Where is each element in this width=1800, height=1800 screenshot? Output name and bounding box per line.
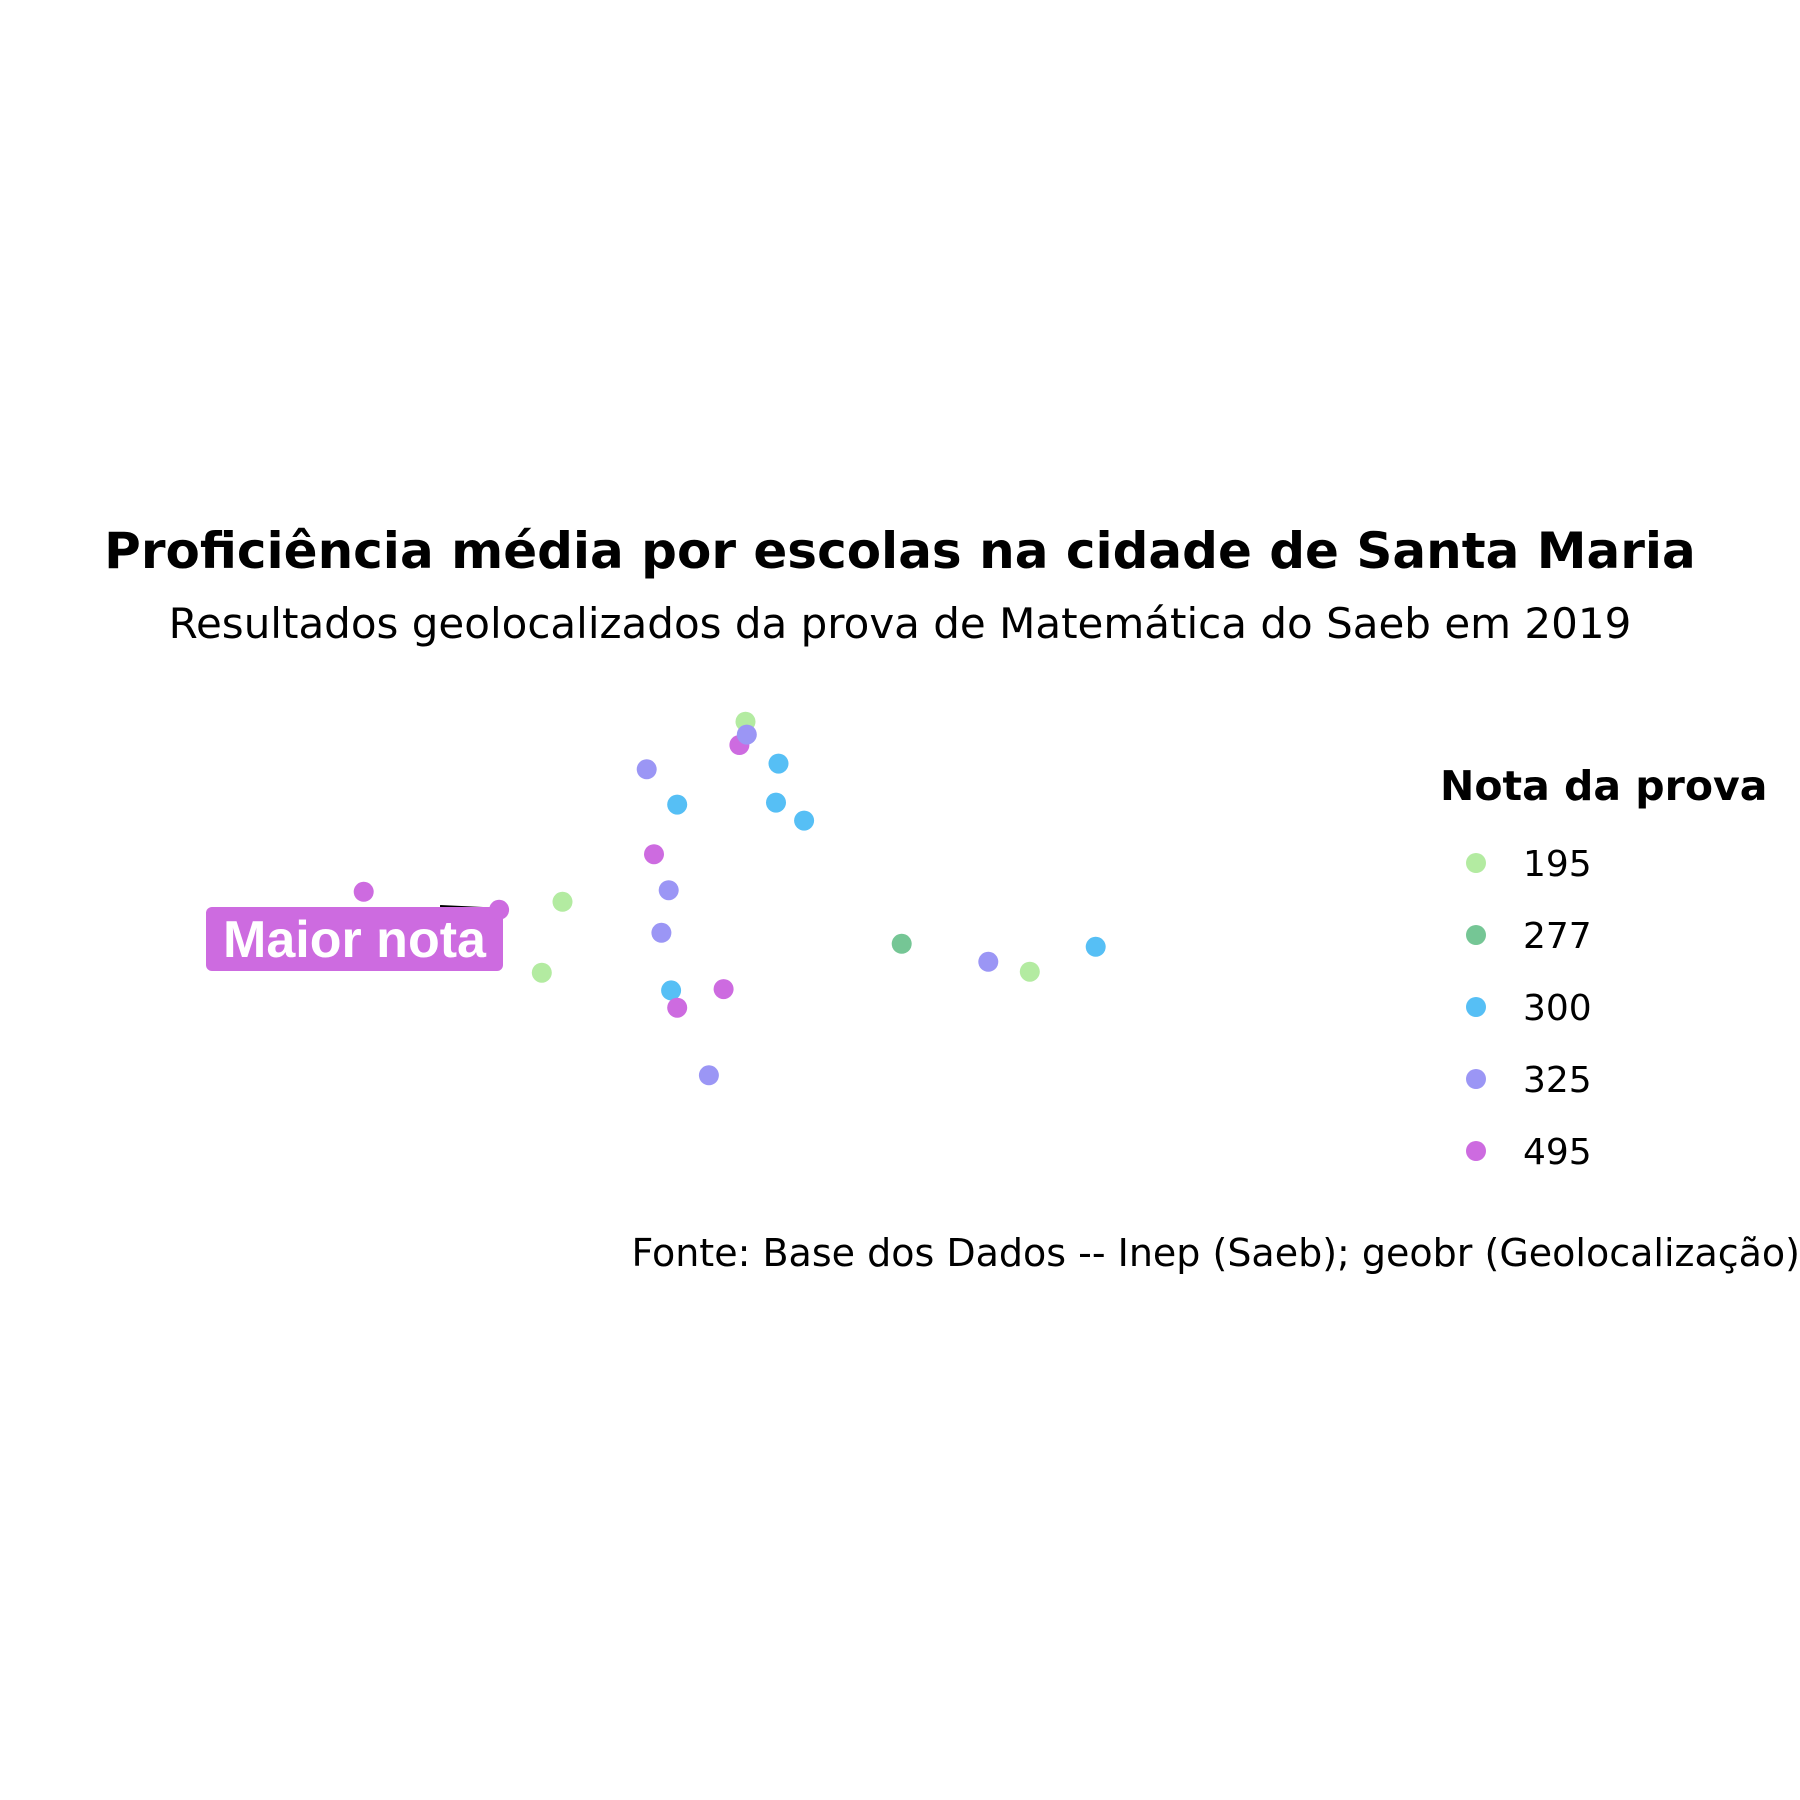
data-point	[658, 880, 679, 901]
data-point	[891, 933, 912, 954]
data-point	[636, 759, 657, 780]
data-point	[531, 962, 552, 983]
data-point	[667, 997, 688, 1018]
chart-caption: Fonte: Base dos Dados -- Inep (Saeb); ge…	[631, 1231, 1800, 1275]
data-point	[552, 891, 573, 912]
annotation-label-box	[206, 907, 503, 971]
legend-label: 195	[1523, 844, 1592, 885]
data-point	[661, 980, 682, 1001]
points-layer	[353, 711, 1106, 1086]
legend-title: Nota da prova	[1440, 762, 1767, 810]
data-point	[736, 724, 757, 745]
annotation-layer: Maior nota	[206, 905, 503, 971]
data-point	[766, 792, 786, 813]
data-point	[698, 1065, 719, 1086]
legend-key	[1466, 997, 1486, 1017]
data-point	[1019, 961, 1040, 982]
legend-label: 277	[1523, 916, 1592, 957]
legend-label: 325	[1523, 1060, 1592, 1101]
chart-title: Proficiência média por escolas na cidade…	[104, 522, 1696, 580]
legend: Nota da prova 195 277 300 325 495	[1440, 762, 1767, 1173]
legend-label: 300	[1523, 988, 1592, 1029]
data-point	[667, 794, 688, 815]
legend-label: 495	[1523, 1132, 1592, 1173]
data-point	[978, 951, 999, 972]
legend-key	[1466, 1141, 1486, 1161]
legend-items: 195 277 300 325 495	[1466, 844, 1592, 1173]
data-point	[644, 844, 664, 865]
data-point	[651, 922, 672, 943]
legend-key	[1466, 925, 1486, 945]
data-point	[353, 881, 374, 902]
data-point	[1085, 936, 1106, 957]
data-point	[489, 899, 510, 920]
legend-key	[1466, 853, 1486, 873]
annotation-label: Maior nota	[223, 911, 487, 969]
data-point	[794, 810, 815, 831]
data-point	[713, 979, 734, 1000]
chart-subtitle: Resultados geolocalizados da prova de Ma…	[169, 599, 1632, 648]
data-point	[768, 753, 789, 774]
legend-key	[1466, 1069, 1486, 1089]
